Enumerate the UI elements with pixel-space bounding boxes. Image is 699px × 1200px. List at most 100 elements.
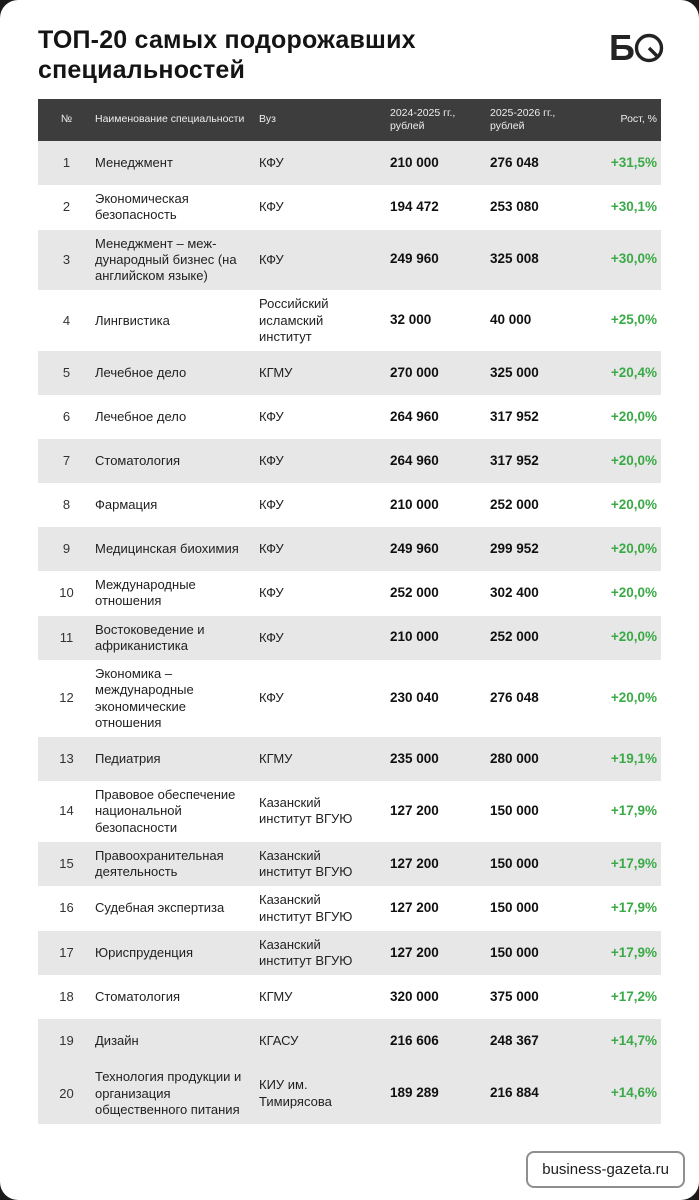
- table-row: 3 Менеджмент – меж­дународный бизнес (на …: [38, 229, 661, 291]
- table-row: 14 Правовое обеспече­ние национальной без…: [38, 781, 661, 842]
- university-cell: Российский исламский институт: [259, 296, 329, 344]
- growth-cell: +17,9%: [610, 855, 657, 871]
- specialty-cell: Педиатрия: [95, 750, 161, 766]
- university-cell: КФУ: [259, 496, 284, 512]
- specialty-cell: Медицинская биохимия: [95, 540, 239, 556]
- logo-clock-hand-icon: [647, 46, 659, 58]
- header-specialty: Наименование специальности: [95, 113, 245, 126]
- growth-cell: +25,0%: [610, 312, 657, 328]
- price-2024-2025-cell: 252 000: [390, 584, 439, 600]
- row-number: 2: [62, 199, 71, 215]
- price-2024-2025-cell: 127 200: [390, 944, 439, 960]
- price-2025-2026-cell: 252 000: [490, 496, 539, 512]
- price-2024-2025-cell: 249 960: [390, 540, 439, 556]
- price-2025-2026-cell: 150 000: [490, 855, 539, 871]
- source-badge[interactable]: business-gazeta.ru: [526, 1151, 685, 1188]
- header-university: Вуз: [259, 113, 276, 126]
- growth-cell: +19,1%: [610, 750, 657, 766]
- price-2025-2026-cell: 40 000: [490, 312, 532, 328]
- university-cell: КФУ: [259, 540, 284, 556]
- specialty-cell: Востоковедение и африканистика: [95, 621, 205, 653]
- table-row: 6 Лечебное дело КФУ 264 960 317 952 +20,0%: [38, 395, 661, 439]
- price-2025-2026-cell: 150 000: [490, 944, 539, 960]
- specialty-cell: Технология продук­ции и организация обще…: [95, 1069, 242, 1117]
- price-2024-2025-cell: 127 200: [390, 855, 439, 871]
- price-2025-2026-cell: 317 952: [490, 452, 539, 468]
- growth-cell: +20,0%: [610, 496, 657, 512]
- table-header-row: № Наименование специальности Вуз 2024-20…: [38, 99, 661, 141]
- price-2025-2026-cell: 150 000: [490, 900, 539, 916]
- price-2024-2025-cell: 32 000: [390, 312, 432, 328]
- row-number: 1: [62, 154, 71, 170]
- table-row: 13 Педиатрия КГМУ 235 000 280 000 +19,1%: [38, 737, 661, 781]
- specialty-cell: Лингвистика: [95, 312, 170, 328]
- growth-cell: +20,0%: [610, 452, 657, 468]
- growth-cell: +20,0%: [610, 629, 657, 645]
- growth-cell: +14,7%: [610, 1032, 657, 1048]
- row-number: 11: [59, 629, 74, 645]
- price-2024-2025-cell: 216 606: [390, 1032, 439, 1048]
- specialty-cell: Международные отношения: [95, 577, 196, 609]
- row-number: 17: [59, 944, 74, 960]
- price-2024-2025-cell: 127 200: [390, 900, 439, 916]
- header-number: №: [60, 113, 73, 126]
- growth-cell: +20,4%: [610, 364, 657, 380]
- growth-cell: +31,5%: [610, 154, 657, 170]
- row-number: 12: [59, 690, 74, 706]
- growth-cell: +17,9%: [610, 944, 657, 960]
- table-row: 16 Судебная экспертиза Казанский институт …: [38, 886, 661, 931]
- price-2025-2026-cell: 375 000: [490, 988, 539, 1004]
- row-number: 16: [59, 900, 74, 916]
- specialty-cell: Менеджмент – меж­дународный бизнес (на а…: [95, 235, 237, 284]
- university-cell: КГМУ: [259, 364, 293, 380]
- table-row: 5 Лечебное дело КГМУ 270 000 325 000 +20,4%: [38, 351, 661, 395]
- page-title: ТОП-20 самых подорожавших специальностей: [38, 26, 416, 84]
- table-row: 18 Стоматология КГМУ 320 000 375 000 +17,2%: [38, 975, 661, 1019]
- price-2025-2026-cell: 280 000: [490, 750, 539, 766]
- table-row: 10 Международные отношения КФУ 252 000 302 4…: [38, 571, 661, 616]
- specialty-cell: Стоматология: [95, 989, 181, 1005]
- price-2024-2025-cell: 235 000: [390, 750, 439, 766]
- row-number: 20: [59, 1085, 74, 1101]
- price-2025-2026-cell: 253 080: [490, 198, 539, 214]
- price-2025-2026-cell: 252 000: [490, 629, 539, 645]
- price-2025-2026-cell: 299 952: [490, 540, 539, 556]
- row-number: 6: [62, 408, 71, 424]
- price-2024-2025-cell: 230 040: [390, 690, 439, 706]
- university-cell: КИУ им. Тимирясова: [259, 1077, 332, 1109]
- row-number: 3: [62, 251, 71, 267]
- price-2025-2026-cell: 248 367: [490, 1032, 539, 1048]
- university-cell: Казанский институт ВГУЮ: [259, 936, 353, 968]
- growth-cell: +17,2%: [610, 988, 657, 1004]
- university-cell: КФУ: [259, 154, 284, 170]
- price-2025-2026-cell: 150 000: [490, 802, 539, 818]
- table-row: 19 Дизайн КГАСУ 216 606 248 367 +14,7%: [38, 1019, 661, 1064]
- header-growth: Рост, %: [620, 113, 657, 126]
- growth-cell: +30,1%: [610, 198, 657, 214]
- table-row: 2 Экономическая безопасность КФУ 194 472 253…: [38, 185, 661, 230]
- price-2024-2025-cell: 270 000: [390, 364, 439, 380]
- university-cell: КФУ: [259, 251, 284, 267]
- table-row: 20 Технология продук­ции и организация об…: [38, 1063, 661, 1124]
- growth-cell: +17,9%: [610, 802, 657, 818]
- specialty-cell: Юриспруденция: [95, 944, 194, 960]
- growth-cell: +20,0%: [610, 408, 657, 424]
- row-number: 14: [59, 803, 74, 819]
- price-2025-2026-cell: 276 048: [490, 154, 539, 170]
- row-number: 8: [62, 496, 71, 512]
- price-2024-2025-cell: 194 472: [390, 198, 439, 214]
- university-cell: Казанский институт ВГУЮ: [259, 892, 353, 924]
- growth-cell: +20,0%: [610, 584, 657, 600]
- price-table: № Наименование специальности Вуз 2024-20…: [38, 99, 661, 1124]
- price-2024-2025-cell: 210 000: [390, 154, 439, 170]
- bo-logo-graphic: Б: [609, 28, 664, 68]
- university-cell: Казанский институт ВГУЮ: [259, 795, 353, 827]
- logo-letter: Б: [609, 28, 635, 68]
- table-row: 7 Стоматология КФУ 264 960 317 952 +20,0%: [38, 439, 661, 483]
- table-row: 17 Юриспруденция Казанский институт ВГУЮ 12…: [38, 930, 661, 976]
- price-2024-2025-cell: 127 200: [390, 802, 439, 818]
- row-number: 18: [59, 989, 74, 1005]
- specialty-cell: Стоматология: [95, 452, 181, 468]
- row-number: 13: [59, 750, 74, 766]
- row-number: 9: [62, 540, 71, 556]
